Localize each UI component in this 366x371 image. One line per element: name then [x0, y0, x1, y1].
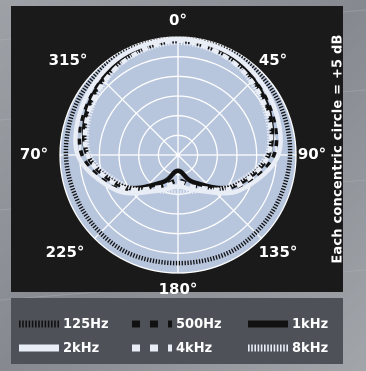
series-line-2khz — [73, 36, 283, 196]
grid-spoke-45 — [177, 71, 262, 156]
angle-label-180: 180° — [158, 280, 198, 298]
series-line-8khz — [84, 40, 272, 195]
legend-swatch-2khz — [19, 344, 59, 352]
legend-item-8khz: 8kHz — [248, 339, 328, 357]
legend-item-1khz: 1kHz — [248, 315, 328, 333]
angle-label-135: 135° — [258, 243, 298, 261]
angle-label-0: 0° — [169, 11, 187, 29]
side-note-text: Each concentric circle = +5 dB — [330, 34, 346, 264]
legend-item-2khz: 2kHz — [19, 339, 99, 357]
angle-label-270: 70° — [19, 145, 49, 163]
legend-label-1khz: 1kHz — [292, 316, 329, 332]
legend-item-500hz: 500Hz — [132, 315, 222, 333]
angle-label-90: 90° — [297, 145, 327, 163]
angle-label-225: 225° — [45, 243, 85, 261]
legend-label-2khz: 2kHz — [63, 340, 100, 356]
legend-swatch-4khz — [132, 344, 172, 352]
legend-label-4khz: 4kHz — [176, 340, 213, 356]
legend-swatch-125hz — [19, 320, 59, 328]
legend-panel — [11, 298, 343, 364]
grid-spoke-315 — [94, 71, 179, 156]
angle-label-45: 45° — [258, 51, 288, 69]
legend-item-125hz: 125Hz — [19, 315, 109, 333]
legend-label-8khz: 8kHz — [292, 340, 329, 356]
legend-label-500hz: 500Hz — [176, 316, 222, 332]
legend-swatch-500hz — [132, 320, 172, 328]
legend-item-4khz: 4kHz — [132, 339, 212, 357]
legend-label-125hz: 125Hz — [63, 316, 109, 332]
legend-swatch-1khz — [248, 320, 288, 328]
series-line-4khz — [82, 38, 274, 193]
legend-swatch-8khz — [248, 344, 288, 352]
angle-label-315: 315° — [48, 51, 88, 69]
grid-spoke-225 — [94, 154, 179, 239]
grid-spoke-135 — [177, 154, 262, 239]
